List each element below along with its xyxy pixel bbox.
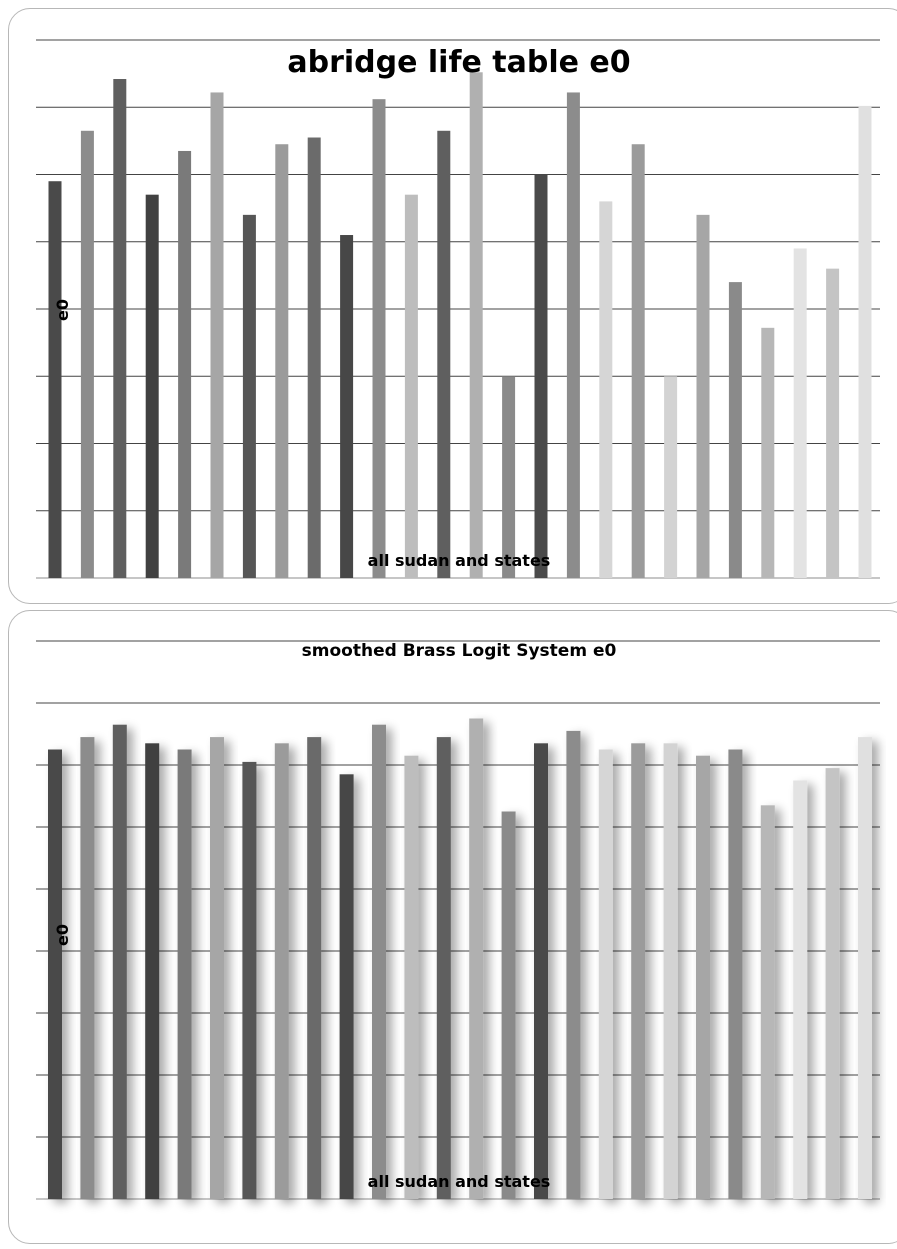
bar-19 <box>631 144 645 579</box>
bar-19 <box>631 743 646 1199</box>
bar-20 <box>664 376 678 578</box>
bar-15 <box>502 376 516 578</box>
bar-25 <box>826 268 840 578</box>
x-axis-label: all sudan and states <box>368 1172 551 1191</box>
bar-21 <box>696 214 710 578</box>
y-axis-label: e0 <box>53 924 72 946</box>
bar-17 <box>566 730 581 1199</box>
bar-7 <box>242 214 256 578</box>
bar-23 <box>761 327 775 578</box>
bar-8 <box>274 743 289 1199</box>
y-axis-label: e0 <box>53 299 72 321</box>
bar-10 <box>340 235 354 578</box>
bar-10 <box>339 774 354 1199</box>
bar-24 <box>793 780 808 1199</box>
bar-12 <box>404 755 419 1199</box>
bar-12 <box>404 194 418 579</box>
x-axis-label: all sudan and states <box>368 551 551 570</box>
bar-1 <box>48 181 62 578</box>
bar-24 <box>793 248 807 578</box>
bar-14 <box>469 718 484 1199</box>
bar-13 <box>437 130 451 578</box>
bar-25 <box>825 768 840 1199</box>
bar-18 <box>598 749 613 1199</box>
bar-3 <box>113 79 127 578</box>
bar-3 <box>112 724 127 1199</box>
bar-26 <box>858 105 872 578</box>
bar-7 <box>242 761 257 1199</box>
bar-13 <box>436 737 451 1199</box>
bar-17 <box>566 92 580 578</box>
bar-9 <box>307 737 322 1199</box>
bar-16 <box>534 174 548 578</box>
bar-26 <box>858 737 872 1199</box>
bar-11 <box>372 99 386 579</box>
bar-4 <box>145 194 159 579</box>
bar-2 <box>80 130 94 578</box>
bar-16 <box>534 743 548 1199</box>
bar-18 <box>599 201 613 578</box>
bar-2 <box>80 737 95 1199</box>
chart-title: smoothed Brass Logit System e0 <box>302 641 617 661</box>
bar-5 <box>177 749 192 1199</box>
bar-9 <box>307 137 321 578</box>
bar-21 <box>696 755 710 1199</box>
bar-22 <box>728 282 742 578</box>
bar-23 <box>760 805 775 1199</box>
bar-5 <box>178 150 192 578</box>
bar-11 <box>372 724 386 1199</box>
bar-1 <box>48 749 62 1199</box>
bar-6 <box>210 92 224 578</box>
bar-4 <box>145 743 160 1199</box>
bar-14 <box>469 72 483 578</box>
bar-20 <box>663 743 678 1199</box>
chart-title: abridge life table e0 <box>287 45 630 80</box>
bar-8 <box>275 144 289 579</box>
bar-6 <box>210 737 224 1199</box>
chart-abridge-life-table: abridge life table e0 all sudan and stat… <box>36 39 880 579</box>
bar-15 <box>501 811 516 1199</box>
bar-22 <box>728 749 743 1199</box>
